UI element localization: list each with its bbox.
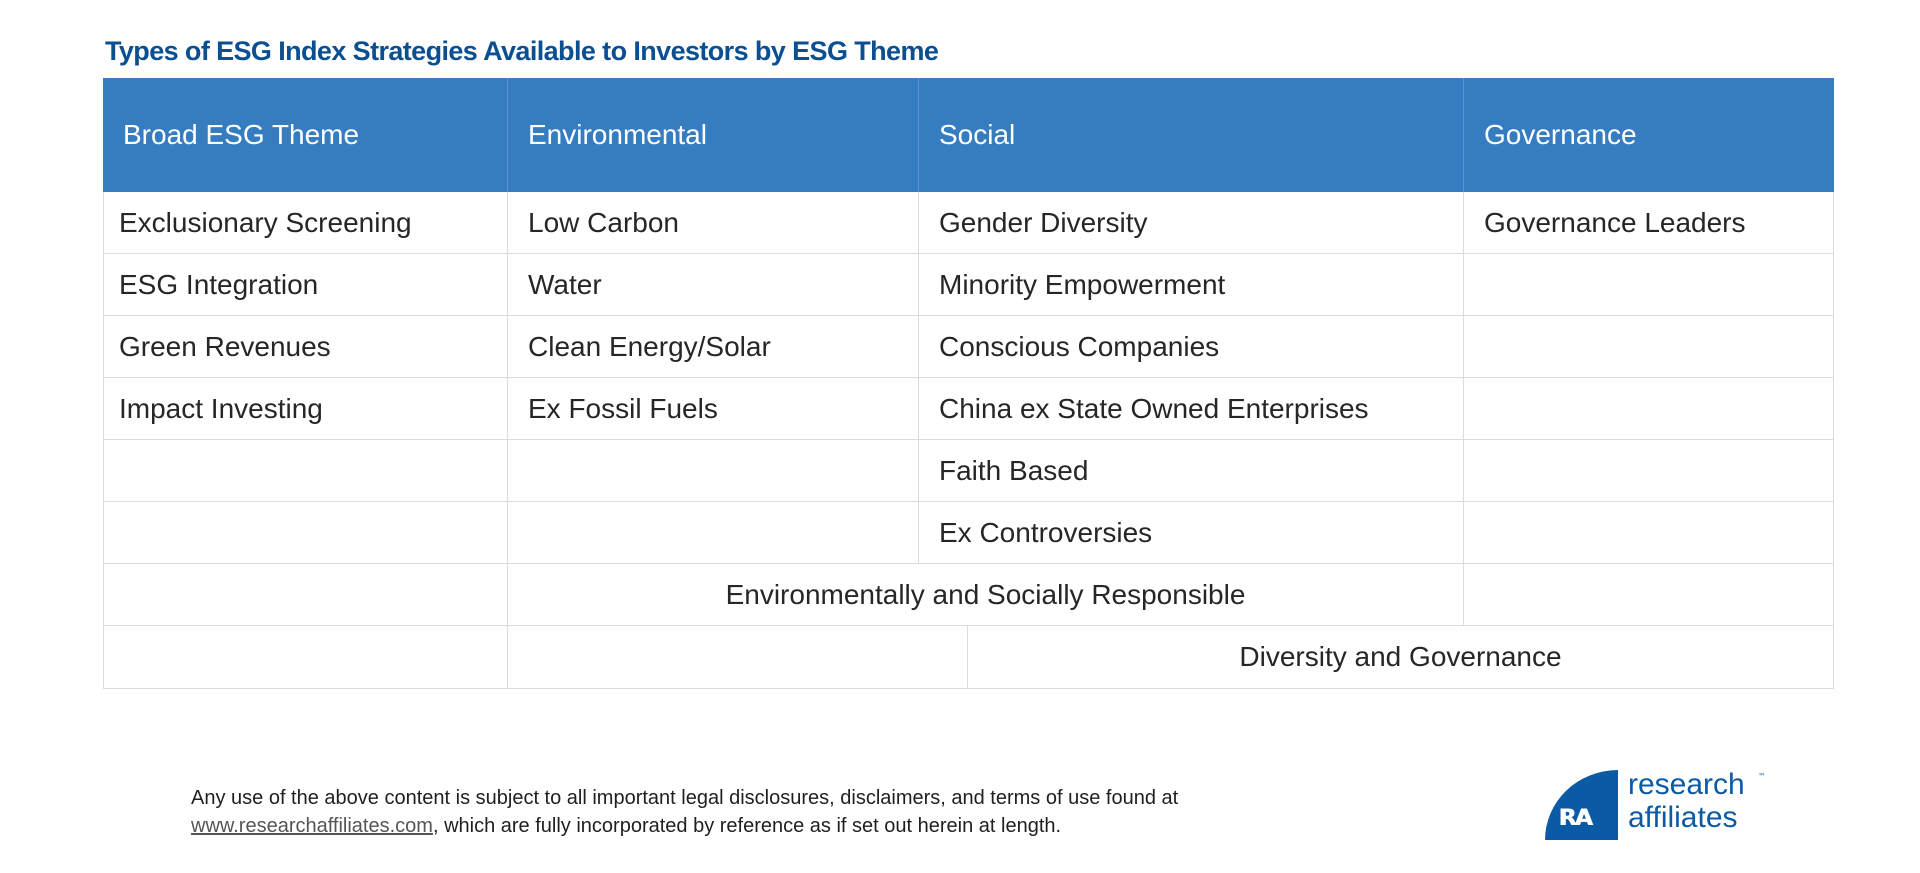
logo-word-affiliates: affiliates — [1628, 801, 1738, 834]
table-cell-empty — [103, 564, 508, 626]
table-cell-empty — [1464, 254, 1834, 316]
table-cell: Green Revenues — [103, 316, 508, 378]
spanning-cell-env-social: Environmentally and Socially Responsible — [508, 564, 1464, 626]
table-cell: Ex Fossil Fuels — [508, 378, 919, 440]
research-affiliates-logo: ʀᴀ research affiliates ™ — [1545, 768, 1775, 840]
table-cell-empty — [103, 502, 508, 564]
spanning-cell-social-gov: Diversity and Governance — [968, 626, 1834, 689]
logo-word-research: research — [1628, 768, 1745, 801]
table-cell: Governance Leaders — [1464, 192, 1834, 254]
legal-disclaimer: Any use of the above content is subject … — [191, 784, 1178, 840]
table-cell-empty — [1464, 440, 1834, 502]
header-social: Social — [919, 78, 1464, 192]
website-link[interactable]: www.researchaffiliates.com — [191, 815, 433, 837]
table-cell: Clean Energy/Solar — [508, 316, 919, 378]
table-cell: Low Carbon — [508, 192, 919, 254]
disclaimer-line-2-text: , which are fully incorporated by refere… — [432, 815, 1062, 837]
table-cell: Water — [508, 254, 919, 316]
logo-quarter-circle-icon: ʀᴀ — [1545, 770, 1618, 840]
table-cell-empty — [508, 626, 968, 689]
table-cell-empty — [103, 626, 508, 689]
page-title: Types of ESG Index Strategies Available … — [105, 36, 939, 66]
table-cell-empty — [1464, 502, 1834, 564]
table-cell: Faith Based — [919, 440, 1464, 502]
logo-wordmark: research affiliates — [1628, 768, 1745, 834]
table-cell-empty — [1464, 564, 1834, 626]
table-cell: Impact Investing — [103, 378, 508, 440]
table-cell-empty — [103, 440, 508, 502]
disclaimer-line-2: www.researchaffiliates.com, which are fu… — [191, 812, 1178, 840]
table-cell-empty — [508, 440, 919, 502]
header-governance: Governance — [1484, 119, 1637, 150]
header-broad-esg-theme: Broad ESG Theme — [103, 78, 508, 192]
disclaimer-line-1: Any use of the above content is subject … — [191, 787, 1179, 809]
table-header: Broad ESG Theme Environmental Social Gov… — [103, 78, 1834, 192]
table-cell: Gender Diversity — [919, 192, 1464, 254]
table-cell-empty — [1464, 316, 1834, 378]
table-cell: Exclusionary Screening — [103, 192, 508, 254]
table-cell: China ex State Owned Enterprises — [919, 378, 1464, 440]
table-cell: Ex Controversies — [919, 502, 1464, 564]
header-environmental: Environmental — [508, 78, 919, 192]
table-cell: ESG Integration — [103, 254, 508, 316]
table-cell: Minority Empowerment — [919, 254, 1464, 316]
table-cell-empty — [1464, 378, 1834, 440]
logo-ra-mark-icon: ʀᴀ — [1559, 798, 1594, 833]
table-cell: Conscious Companies — [919, 316, 1464, 378]
table-cell-empty — [508, 502, 919, 564]
trademark-symbol: ™ — [1758, 772, 1766, 781]
esg-strategies-table: Broad ESG Theme Environmental Social Gov… — [103, 78, 1834, 689]
